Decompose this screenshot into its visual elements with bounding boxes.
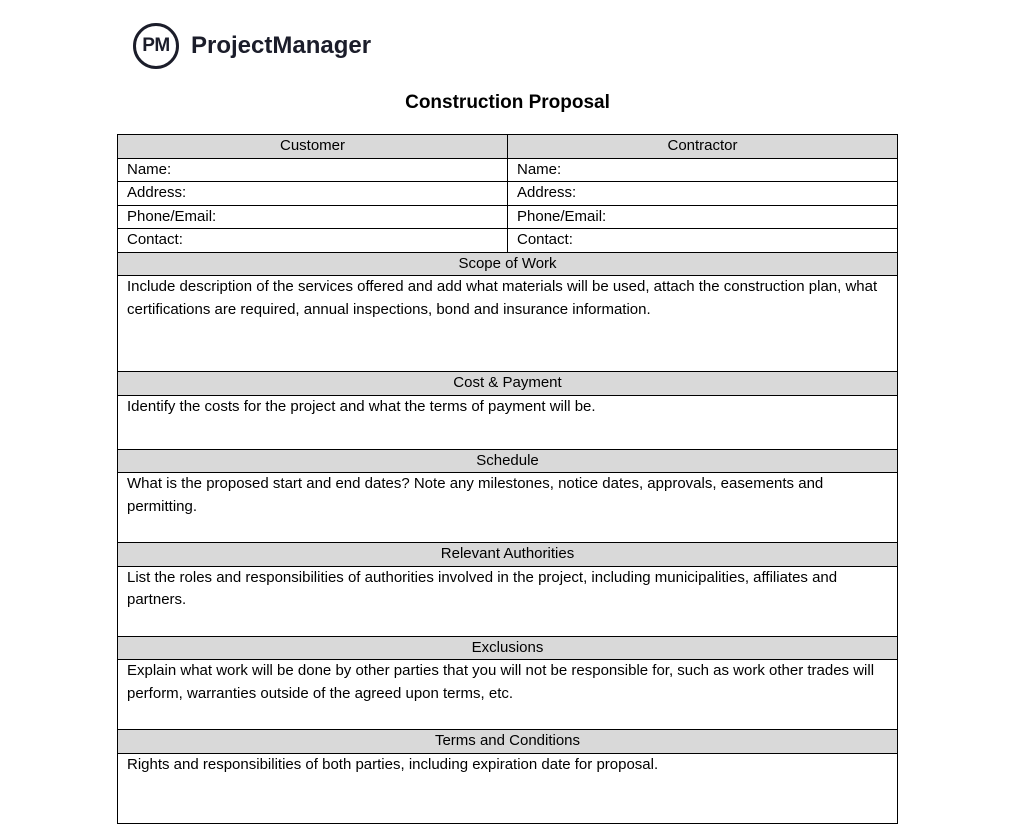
projectmanager-logo: PM ProjectManager [133,23,371,69]
section-body-cost[interactable]: Identify the costs for the project and w… [117,394,898,450]
document-title: Construction Proposal [405,92,610,113]
customer-address-field[interactable]: Address: [117,181,508,206]
contractor-address-field[interactable]: Address: [507,181,898,206]
section-heading-scope: Scope of Work [117,251,898,276]
customer-contact-field[interactable]: Contact: [117,228,508,253]
pm-logo-icon: PM [133,23,179,69]
section-heading-cost: Cost & Payment [117,371,898,396]
customer-heading: Customer [117,134,508,159]
section-heading-authorities: Relevant Authorities [117,542,898,567]
contractor-phone-email-field[interactable]: Phone/Email: [507,204,898,229]
section-heading-exclusions: Exclusions [117,635,898,660]
logo-wordmark: ProjectManager [191,32,372,59]
section-body-exclusions[interactable]: Explain what work will be done by other … [117,659,898,730]
proposal-table: Customer Contractor Name: Name: Address: A… [117,134,898,824]
section-body-schedule[interactable]: What is the proposed start and end dates… [117,472,898,543]
section-heading-terms: Terms and Conditions [117,729,898,754]
section-body-terms[interactable]: Rights and responsibilities of both part… [117,752,898,824]
contractor-heading: Contractor [507,134,898,159]
customer-phone-email-field[interactable]: Phone/Email: [117,204,508,229]
section-heading-schedule: Schedule [117,448,898,473]
contractor-contact-field[interactable]: Contact: [507,228,898,253]
section-body-scope[interactable]: Include description of the services offe… [117,275,898,372]
customer-name-field[interactable]: Name: [117,157,508,182]
contractor-name-field[interactable]: Name: [507,157,898,182]
section-body-authorities[interactable]: List the roles and responsibilities of a… [117,565,898,637]
